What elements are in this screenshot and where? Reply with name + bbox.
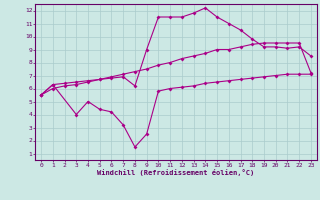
X-axis label: Windchill (Refroidissement éolien,°C): Windchill (Refroidissement éolien,°C) bbox=[97, 169, 255, 176]
